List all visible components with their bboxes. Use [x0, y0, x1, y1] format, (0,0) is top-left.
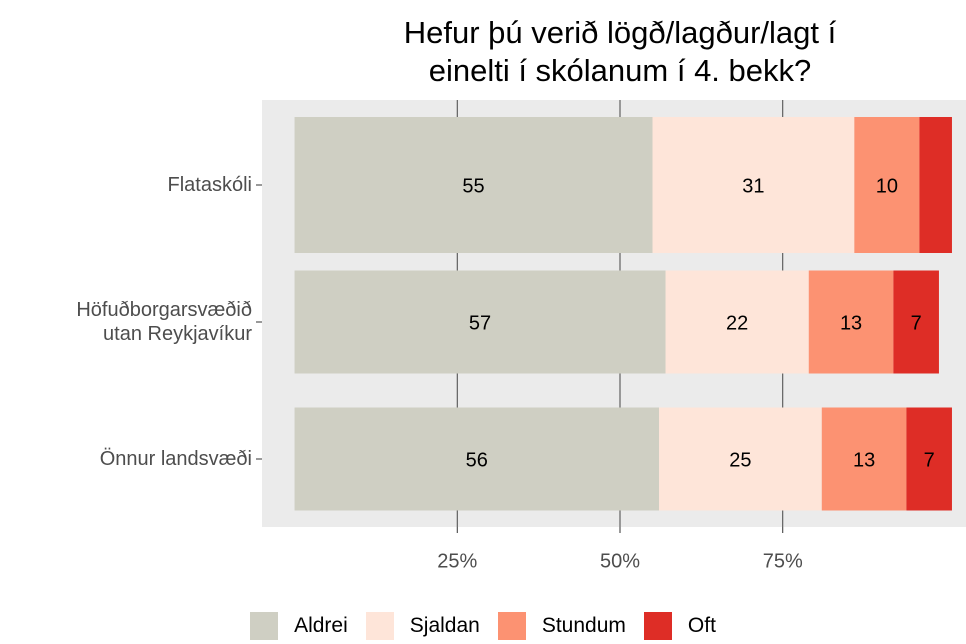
bar-segment — [652, 117, 855, 253]
data-label: 57 — [469, 312, 491, 334]
data-label: 25 — [729, 449, 751, 471]
bar-segment — [659, 407, 822, 511]
bar-segment — [294, 407, 660, 511]
bar-segment — [808, 270, 894, 374]
data-label: 7 — [911, 312, 922, 334]
data-label: 13 — [840, 312, 862, 334]
bar-segment — [893, 270, 939, 374]
x-tick-label: 25% — [437, 550, 477, 572]
y-tick-label: Flataskóli — [167, 174, 252, 196]
data-label: 55 — [462, 175, 484, 197]
data-label: 56 — [466, 449, 488, 471]
y-tick-label: Höfuðborgarsvæðið utan Reykjavíkur — [76, 299, 252, 345]
data-label: 13 — [853, 449, 875, 471]
legend-item: Sjaldan — [365, 612, 480, 640]
bar-segment — [294, 270, 666, 374]
bar-segment — [854, 117, 920, 253]
legend-swatch — [497, 612, 526, 640]
bar-segment — [665, 270, 809, 374]
x-tick-label: 50% — [600, 550, 640, 572]
legend-label: Oft — [687, 614, 716, 637]
legend-swatch — [643, 612, 672, 640]
legend-label: Stundum — [541, 614, 626, 637]
y-tick-label: Önnur landsvæði — [99, 448, 252, 470]
legend: Aldrei Sjaldan Stundum Oft — [0, 612, 966, 640]
data-label: 31 — [742, 175, 764, 197]
data-label: 10 — [876, 175, 898, 197]
x-tick-label: 75% — [763, 550, 803, 572]
bar-segment — [906, 407, 952, 511]
bar-segment — [294, 117, 653, 253]
bar-segment — [821, 407, 907, 511]
legend-item: Stundum — [497, 612, 626, 640]
legend-label: Aldrei — [294, 614, 348, 637]
legend-swatch — [250, 612, 279, 640]
data-label: 22 — [726, 312, 748, 334]
legend-item: Aldrei — [250, 612, 348, 640]
legend-item: Oft — [643, 612, 716, 640]
legend-swatch — [365, 612, 394, 640]
data-label: 7 — [924, 449, 935, 471]
bar-segment — [919, 117, 952, 253]
legend-label: Sjaldan — [409, 614, 480, 637]
chart-title: Hefur þú verið lögð/lagður/lagt í einelt… — [403, 15, 837, 88]
